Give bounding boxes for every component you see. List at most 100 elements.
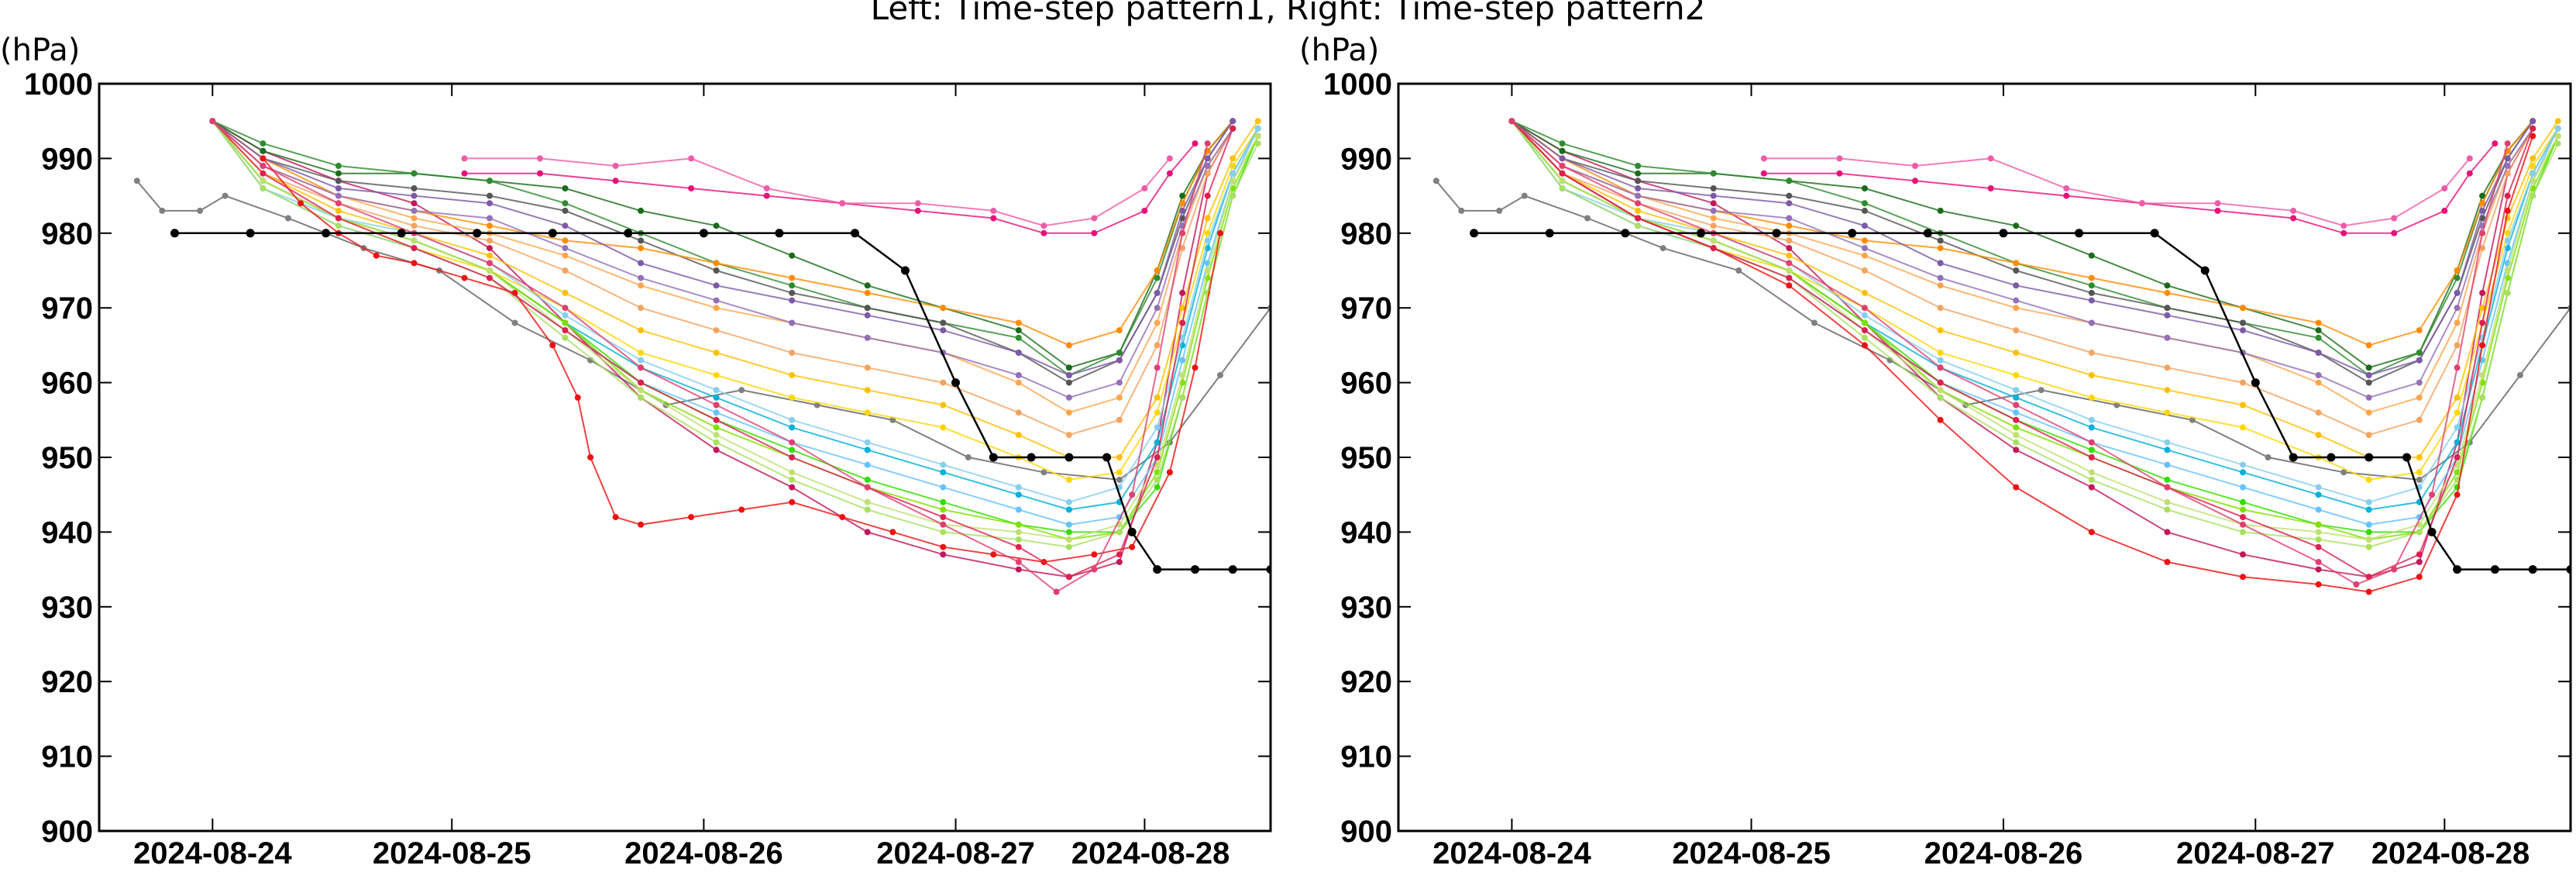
data-point [1786,282,1793,289]
data-point [1937,274,1944,281]
data-point [2315,521,2322,528]
series-line-member [212,120,1234,398]
data-point [473,229,482,238]
data-point [1545,229,1554,238]
data-point [1635,215,1642,222]
data-point [1040,469,1047,476]
data-point [1710,215,1717,222]
data-point [789,454,796,460]
data-point [1254,133,1261,140]
data-point [537,170,543,177]
data-point [1987,185,1994,191]
data-point [2479,319,2486,326]
data-point [713,424,720,431]
data-point [1015,536,1022,543]
data-point [1496,207,1503,214]
data-point [2013,484,2020,491]
data-point [2364,453,2374,462]
data-point [1015,484,1022,491]
data-point [1154,267,1161,274]
data-point [2164,282,2171,289]
data-point [1230,118,1236,125]
data-point [1458,207,1465,214]
data-point [487,200,493,207]
data-point [738,506,745,513]
data-point [562,200,569,207]
data-point [2416,551,2423,558]
data-point [638,245,645,252]
data-point [2164,529,2171,536]
series-line-member [212,120,1259,548]
data-point [487,245,493,252]
data-point [612,178,619,184]
x-tick-label: 2024-08-27 [876,836,1035,870]
data-point [1015,334,1022,341]
x-tick-label: 2024-08-28 [1071,836,1230,870]
data-point [638,379,645,386]
data-point [1192,140,1199,147]
data-point [1811,319,1818,326]
series-line-member [212,120,1233,369]
data-point [1861,289,1868,296]
data-point [461,274,468,281]
data-point [1065,409,1072,416]
data-point [775,229,784,238]
data-point [2530,178,2536,184]
data-point [2164,387,2171,394]
data-point [2088,416,2095,423]
data-point [562,319,569,326]
data-point [1116,454,1123,460]
data-point [1065,342,1072,349]
data-point [940,379,947,386]
data-point [1141,185,1148,191]
data-point [1179,229,1186,236]
data-point [2416,394,2423,401]
data-point [1861,245,1868,252]
data-point [940,305,947,312]
data-point [713,409,720,416]
data-point [1635,185,1642,191]
data-point [1153,565,1162,574]
data-point [789,297,796,304]
data-point [2454,409,2461,416]
data-point [1116,551,1123,558]
series-line-member [212,120,1234,414]
data-point [1786,245,1793,252]
data-point [2479,372,2486,378]
data-point [1065,521,1072,528]
y-tick-label: 920 [41,665,93,699]
data-point [1937,327,1944,334]
data-point [1635,207,1642,214]
data-point [2013,387,2020,394]
data-point [1710,185,1717,191]
data-point [2240,521,2246,528]
data-point [2454,289,2461,296]
data-point [2164,312,2171,319]
y-tick-label: 990 [41,142,93,176]
data-point [411,215,418,222]
data-point [2327,453,2336,462]
data-point [2353,581,2360,588]
data-point [246,229,255,238]
data-point [1710,170,1717,177]
data-point [789,484,796,491]
data-point [713,432,720,439]
data-point [2164,289,2171,296]
data-point [2013,439,2020,446]
data-point [2454,454,2461,460]
data-point [2528,565,2537,574]
data-point [2013,327,2020,334]
data-point [1861,222,1868,229]
data-point [2504,140,2511,147]
data-point [411,207,418,214]
data-point [1937,379,1944,386]
data-point [2088,454,2095,460]
data-point [713,446,720,453]
data-point [713,416,720,423]
data-point [864,282,871,289]
data-point [2365,543,2372,550]
data-point [1861,237,1868,244]
data-point [1217,372,1223,378]
data-point [951,378,960,388]
data-point [1710,200,1717,207]
